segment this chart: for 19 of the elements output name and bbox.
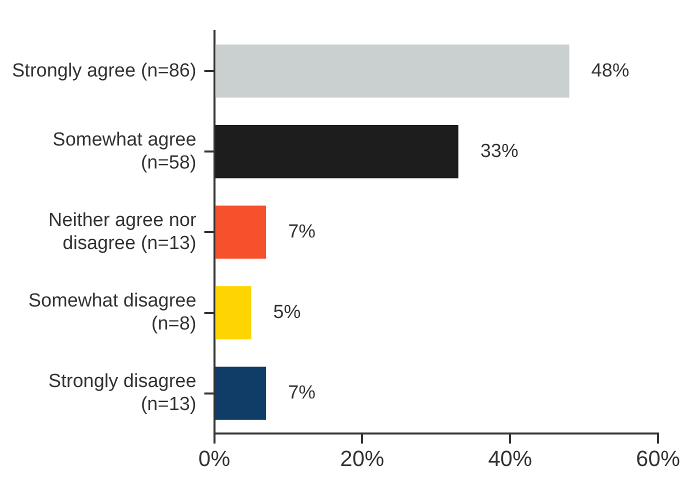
x-tick-label: 0% (198, 446, 230, 471)
data-label: 7% (288, 382, 316, 404)
bar (215, 125, 458, 178)
y-tick-label: Strongly agree (n=86) (12, 60, 196, 82)
bar (215, 286, 252, 340)
bar (215, 206, 266, 259)
x-tick-label: 40% (488, 446, 532, 471)
y-tick-label: Somewhat agree (n=58) (52, 129, 196, 174)
y-tick-label: Neither agree nor disagree (n=13) (48, 210, 197, 254)
x-tick-label: 20% (340, 446, 384, 471)
x-tick-label: 60% (636, 446, 680, 471)
data-label: 5% (273, 302, 301, 323)
y-tick-label: Somewhat disagree (n=8) (28, 290, 196, 334)
y-tick-label: Strongly disagree (n=13) (48, 371, 196, 415)
data-label: 7% (288, 221, 316, 242)
bar (215, 366, 266, 420)
data-label: 33% (480, 140, 518, 162)
data-label: 48% (591, 60, 630, 82)
bar (215, 44, 570, 98)
